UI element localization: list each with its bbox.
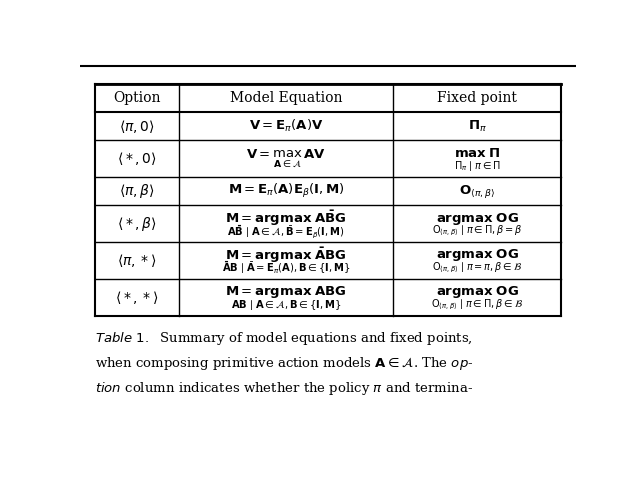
- Text: $\mathbf{AB}\mid\mathbf{A}\in\mathcal{A},\mathbf{B}\in\{\mathbf{I},\mathbf{M}\}$: $\mathbf{AB}\mid\mathbf{A}\in\mathcal{A}…: [230, 298, 342, 312]
- Text: $\mathbf{argmax}\;\mathbf{OG}$: $\mathbf{argmax}\;\mathbf{OG}$: [436, 211, 518, 227]
- Text: $\mathbf{M} = \mathbf{E}_{\pi}(\mathbf{A})\mathbf{E}_{\beta}(\mathbf{I},\mathbf{: $\mathbf{M} = \mathbf{E}_{\pi}(\mathbf{A…: [228, 182, 344, 201]
- Text: $\mathbf{V} = \underset{\mathbf{A}\in\mathcal{A}}{\max}\, \mathbf{AV}$: $\mathbf{V} = \underset{\mathbf{A}\in\ma…: [246, 148, 326, 170]
- Text: $\mathit{tion}$ column indicates whether the policy $\pi$ and termina-: $\mathit{tion}$ column indicates whether…: [95, 380, 473, 397]
- Text: $\mathbf{\Pi}_{\pi}$: $\mathbf{\Pi}_{\pi}$: [468, 119, 486, 134]
- Text: $\mathrm{O}_{\langle\pi,\beta\rangle}\mid\pi=\pi,\beta\in\mathcal{B}$: $\mathrm{O}_{\langle\pi,\beta\rangle}\mi…: [432, 261, 522, 275]
- Text: Option: Option: [113, 91, 161, 105]
- Text: $\langle*,*\rangle$: $\langle*,*\rangle$: [115, 289, 159, 306]
- Text: $\mathrm{O}_{\langle\pi,\beta\rangle}\mid\pi\in\Pi,\beta=\beta$: $\mathrm{O}_{\langle\pi,\beta\rangle}\mi…: [432, 224, 522, 239]
- Text: Model Equation: Model Equation: [230, 91, 342, 105]
- Text: Fixed point: Fixed point: [437, 91, 517, 105]
- Text: $\langle*,0\rangle$: $\langle*,0\rangle$: [117, 150, 157, 167]
- Text: $\langle*,\beta\rangle$: $\langle*,\beta\rangle$: [117, 215, 157, 233]
- Text: $\mathbf{argmax}\;\mathbf{OG}$: $\mathbf{argmax}\;\mathbf{OG}$: [436, 247, 518, 264]
- Text: $\mathbf{M} = \mathbf{argmax}\;\mathbf{ABG}$: $\mathbf{M} = \mathbf{argmax}\;\mathbf{A…: [225, 284, 347, 300]
- Text: when composing primitive action models $\mathbf{A} \in \mathcal{A}$. The $\mathi: when composing primitive action models $…: [95, 355, 474, 372]
- Text: $\langle\pi,0\rangle$: $\langle\pi,0\rangle$: [119, 118, 155, 135]
- Text: $\Pi_{\pi}\mid\pi\in\Pi$: $\Pi_{\pi}\mid\pi\in\Pi$: [454, 159, 500, 173]
- Text: $\mathit{Table\ 1.}$  Summary of model equations and fixed points,: $\mathit{Table\ 1.}$ Summary of model eq…: [95, 330, 473, 347]
- Text: $\mathbf{M} = \mathbf{argmax}\;\mathbf{\bar{A}BG}$: $\mathbf{M} = \mathbf{argmax}\;\mathbf{\…: [225, 246, 347, 265]
- Text: $\mathbf{M} = \mathbf{argmax}\;\mathbf{A\bar{B}G}$: $\mathbf{M} = \mathbf{argmax}\;\mathbf{A…: [225, 209, 347, 228]
- Text: $\mathbf{argmax}\;\mathbf{OG}$: $\mathbf{argmax}\;\mathbf{OG}$: [436, 284, 518, 300]
- Text: $\langle\pi,\beta\rangle$: $\langle\pi,\beta\rangle$: [119, 182, 155, 201]
- Text: $\mathbf{V} = \mathbf{E}_{\pi}(\mathbf{A})\mathbf{V}$: $\mathbf{V} = \mathbf{E}_{\pi}(\mathbf{A…: [249, 118, 323, 134]
- Text: $\mathrm{O}_{\langle\pi,\beta\rangle}\mid\pi\in\Pi,\beta\in\mathcal{B}$: $\mathrm{O}_{\langle\pi,\beta\rangle}\mi…: [431, 297, 523, 312]
- Text: $\mathbf{A\bar{B}}\mid\mathbf{A}\in\mathcal{A},\bar{\mathbf{B}}=\mathbf{E}_{\bet: $\mathbf{A\bar{B}}\mid\mathbf{A}\in\math…: [227, 223, 345, 240]
- Text: $\mathbf{\bar{A}B}\mid\bar{\mathbf{A}}=\mathbf{E}_{\pi}(\mathbf{A}),\mathbf{B}\i: $\mathbf{\bar{A}B}\mid\bar{\mathbf{A}}=\…: [221, 260, 351, 276]
- Text: $\mathbf{max}\;\mathbf{\Pi}$: $\mathbf{max}\;\mathbf{\Pi}$: [454, 147, 500, 160]
- Text: $\langle\pi,*\rangle$: $\langle\pi,*\rangle$: [117, 252, 157, 269]
- Text: $\mathbf{O}_{\langle\pi,\beta\rangle}$: $\mathbf{O}_{\langle\pi,\beta\rangle}$: [459, 183, 495, 200]
